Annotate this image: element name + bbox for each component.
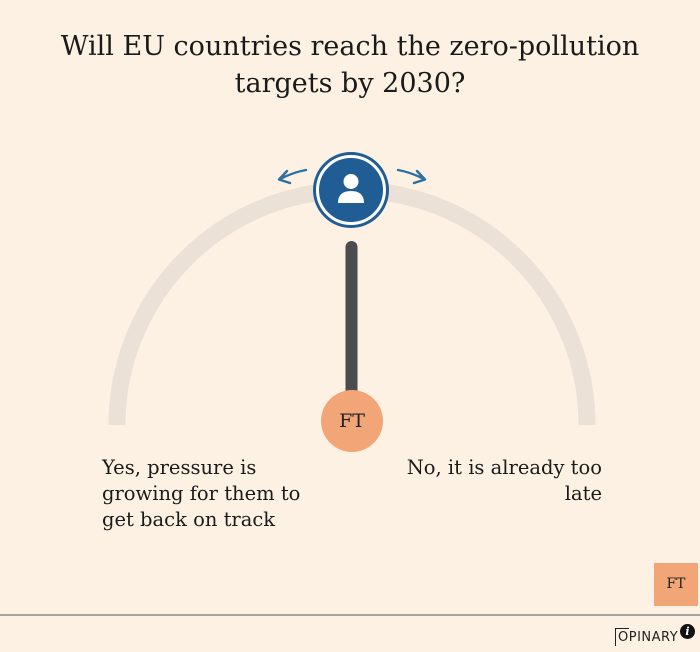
footer-divider: [0, 614, 700, 616]
ft-logo-badge[interactable]: FT: [654, 563, 698, 606]
arrow-left-icon: [277, 168, 308, 185]
slider-knob[interactable]: [313, 152, 389, 228]
opinary-logo[interactable]: OPINARY: [615, 628, 678, 648]
answer-yes-label: Yes, pressure is growing for them to get…: [102, 456, 301, 531]
opinary-logo-text: PINARY: [628, 630, 679, 645]
arrow-right-icon: [396, 168, 427, 185]
answer-no-label: No, it is already too late: [406, 456, 602, 505]
poll-question: Will EU countries reach the zero-polluti…: [60, 31, 640, 99]
opinary-logo-mark: O: [615, 628, 629, 646]
user-icon: [338, 174, 364, 203]
ft-hub: FT: [321, 390, 383, 452]
gauge: [108, 152, 596, 426]
info-icon[interactable]: i: [680, 624, 695, 639]
